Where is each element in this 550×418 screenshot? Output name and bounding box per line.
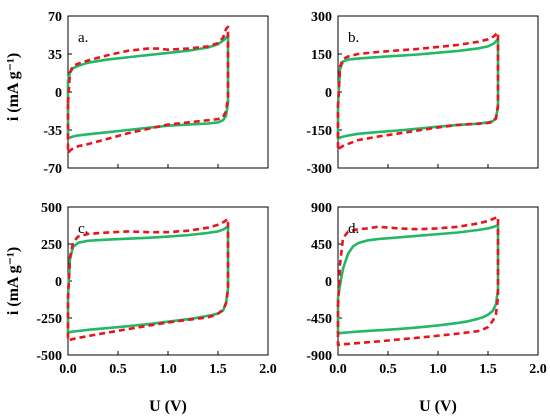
panel-label: d. — [348, 221, 359, 237]
plot-frame — [337, 15, 539, 169]
y-tick-label: -450 — [306, 312, 332, 327]
panel-label: c. — [78, 221, 88, 237]
y-tick-label: 450 — [311, 238, 332, 253]
y-tick-label: -150 — [306, 124, 332, 139]
y-tick-label: 250 — [41, 238, 62, 253]
x-tick-label: 1.0 — [159, 362, 177, 377]
x-axis-title-left: U (V) — [149, 398, 187, 415]
panels-group: 70 35 0 -35 -70 a. 300 150 0 -150 -300 b. 500 250 0 -25… — [36, 10, 546, 377]
y-tick-label: 0 — [325, 275, 332, 290]
solid-series-curve — [66, 224, 230, 334]
dashed-series-curve — [336, 31, 500, 152]
panel-label: a. — [78, 30, 88, 46]
y-tick-label: 70 — [48, 10, 62, 25]
y-tick-label: 0 — [55, 86, 62, 101]
panel-label: b. — [348, 30, 359, 46]
y-tick-label: -500 — [36, 349, 62, 364]
dashed-series-curve — [336, 215, 500, 347]
y-tick-label: 35 — [48, 48, 62, 63]
y-tick-label: -250 — [36, 312, 62, 327]
y-tick-label: 900 — [311, 201, 332, 216]
x-tick-label: 0.0 — [59, 362, 77, 377]
y-tick-label: 500 — [41, 201, 62, 216]
solid-series-curve — [336, 223, 500, 335]
dashed-series-curve — [66, 25, 230, 155]
y-tick-label: -35 — [43, 124, 62, 139]
plot-frame — [337, 206, 539, 356]
plot-frame — [67, 15, 269, 169]
y-axis-title-top: i (mA g⁻¹) — [5, 53, 22, 121]
y-tick-label: -900 — [306, 349, 332, 364]
y-axis-title-bottom: i (mA g⁻¹) — [5, 247, 22, 315]
x-tick-label: 2.0 — [259, 362, 277, 377]
x-tick-label: 0.0 — [329, 362, 347, 377]
plot-frame — [67, 206, 269, 356]
y-tick-label: 300 — [311, 10, 332, 25]
x-tick-label: 2.0 — [529, 362, 547, 377]
x-tick-label: 0.5 — [379, 362, 397, 377]
solid-series-curve — [336, 37, 500, 141]
y-tick-label: -300 — [306, 162, 332, 177]
cv-panel-1: 70 35 0 -35 -70 a. — [43, 10, 269, 177]
x-tick-label: 1.5 — [209, 362, 227, 377]
cv-panel-2: 300 150 0 -150 -300 b. — [306, 10, 539, 177]
y-tick-label: 0 — [55, 275, 62, 290]
x-tick-label: 1.5 — [479, 362, 497, 377]
x-axis-title-right: U (V) — [419, 398, 457, 415]
x-tick-label: 0.5 — [109, 362, 127, 377]
y-tick-label: 0 — [325, 86, 332, 101]
x-tick-label: 1.0 — [429, 362, 447, 377]
solid-series-curve — [66, 34, 230, 139]
dashed-series-curve — [66, 217, 230, 342]
y-tick-label: -70 — [43, 162, 62, 177]
y-tick-label: 150 — [311, 48, 332, 63]
